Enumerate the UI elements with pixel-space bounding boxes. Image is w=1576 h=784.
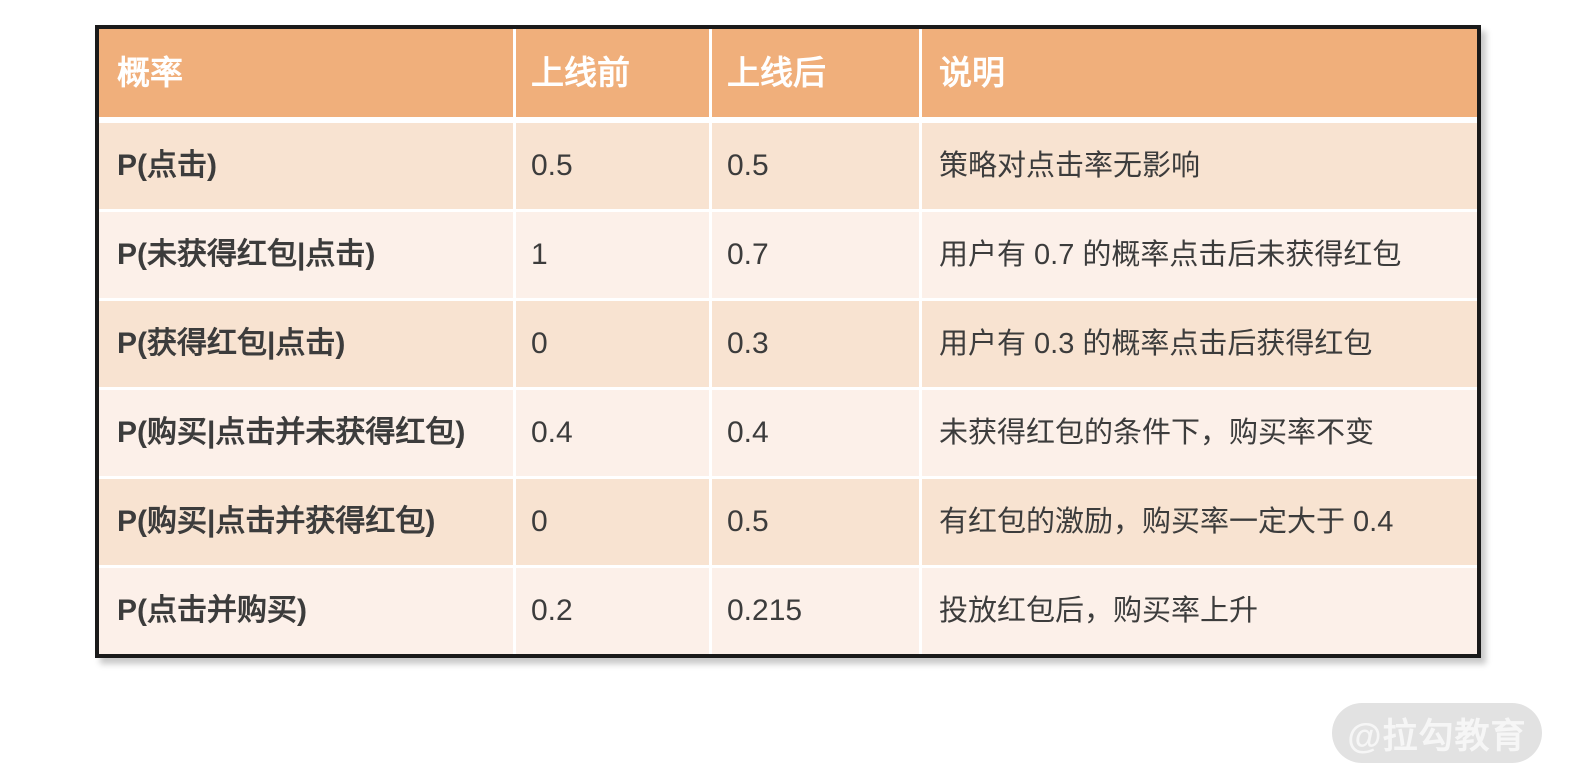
- cell-after-value: 0.215: [712, 568, 919, 654]
- table-row: P(点击并购买) 0.2 0.215 投放红包后，购买率上升: [99, 568, 1477, 654]
- cell-description: 用户有 0.7 的概率点击后未获得红包: [922, 212, 1477, 298]
- cell-description: 未获得红包的条件下，购买率不变: [922, 390, 1477, 476]
- cell-before-value: 0.4: [516, 390, 709, 476]
- cell-probability-label: P(获得红包|点击): [99, 301, 513, 387]
- header-cell-after-launch: 上线后: [712, 29, 919, 117]
- table-row: P(点击) 0.5 0.5 策略对点击率无影响: [99, 123, 1477, 209]
- cell-description: 投放红包后，购买率上升: [922, 568, 1477, 654]
- cell-description: 用户有 0.3 的概率点击后获得红包: [922, 301, 1477, 387]
- cell-after-value: 0.7: [712, 212, 919, 298]
- table-row: P(购买|点击并未获得红包) 0.4 0.4 未获得红包的条件下，购买率不变: [99, 390, 1477, 476]
- watermark-badge: @拉勾教育: [1332, 703, 1542, 763]
- table-row: P(获得红包|点击) 0 0.3 用户有 0.3 的概率点击后获得红包: [99, 301, 1477, 387]
- cell-after-value: 0.3: [712, 301, 919, 387]
- table-row: P(未获得红包|点击) 1 0.7 用户有 0.7 的概率点击后未获得红包: [99, 212, 1477, 298]
- cell-probability-label: P(点击): [99, 123, 513, 209]
- cell-before-value: 0.5: [516, 123, 709, 209]
- cell-probability-label: P(点击并购买): [99, 568, 513, 654]
- cell-before-value: 0: [516, 479, 709, 565]
- probability-table: 概率 上线前 上线后 说明 P(点击) 0.5 0.5 策略对点击率无影响 P(…: [95, 25, 1481, 658]
- header-cell-probability: 概率: [99, 29, 513, 117]
- cell-probability-label: P(购买|点击并获得红包): [99, 479, 513, 565]
- cell-after-value: 0.5: [712, 479, 919, 565]
- cell-before-value: 1: [516, 212, 709, 298]
- cell-probability-label: P(未获得红包|点击): [99, 212, 513, 298]
- header-cell-description: 说明: [922, 29, 1477, 117]
- table-header-row: 概率 上线前 上线后 说明: [99, 29, 1477, 117]
- cell-after-value: 0.4: [712, 390, 919, 476]
- cell-before-value: 0: [516, 301, 709, 387]
- header-cell-before-launch: 上线前: [516, 29, 709, 117]
- cell-before-value: 0.2: [516, 568, 709, 654]
- cell-after-value: 0.5: [712, 123, 919, 209]
- cell-description: 策略对点击率无影响: [922, 123, 1477, 209]
- table-row: P(购买|点击并获得红包) 0 0.5 有红包的激励，购买率一定大于 0.4: [99, 479, 1477, 565]
- cell-description: 有红包的激励，购买率一定大于 0.4: [922, 479, 1477, 565]
- header-divider: [99, 117, 1477, 123]
- cell-probability-label: P(购买|点击并未获得红包): [99, 390, 513, 476]
